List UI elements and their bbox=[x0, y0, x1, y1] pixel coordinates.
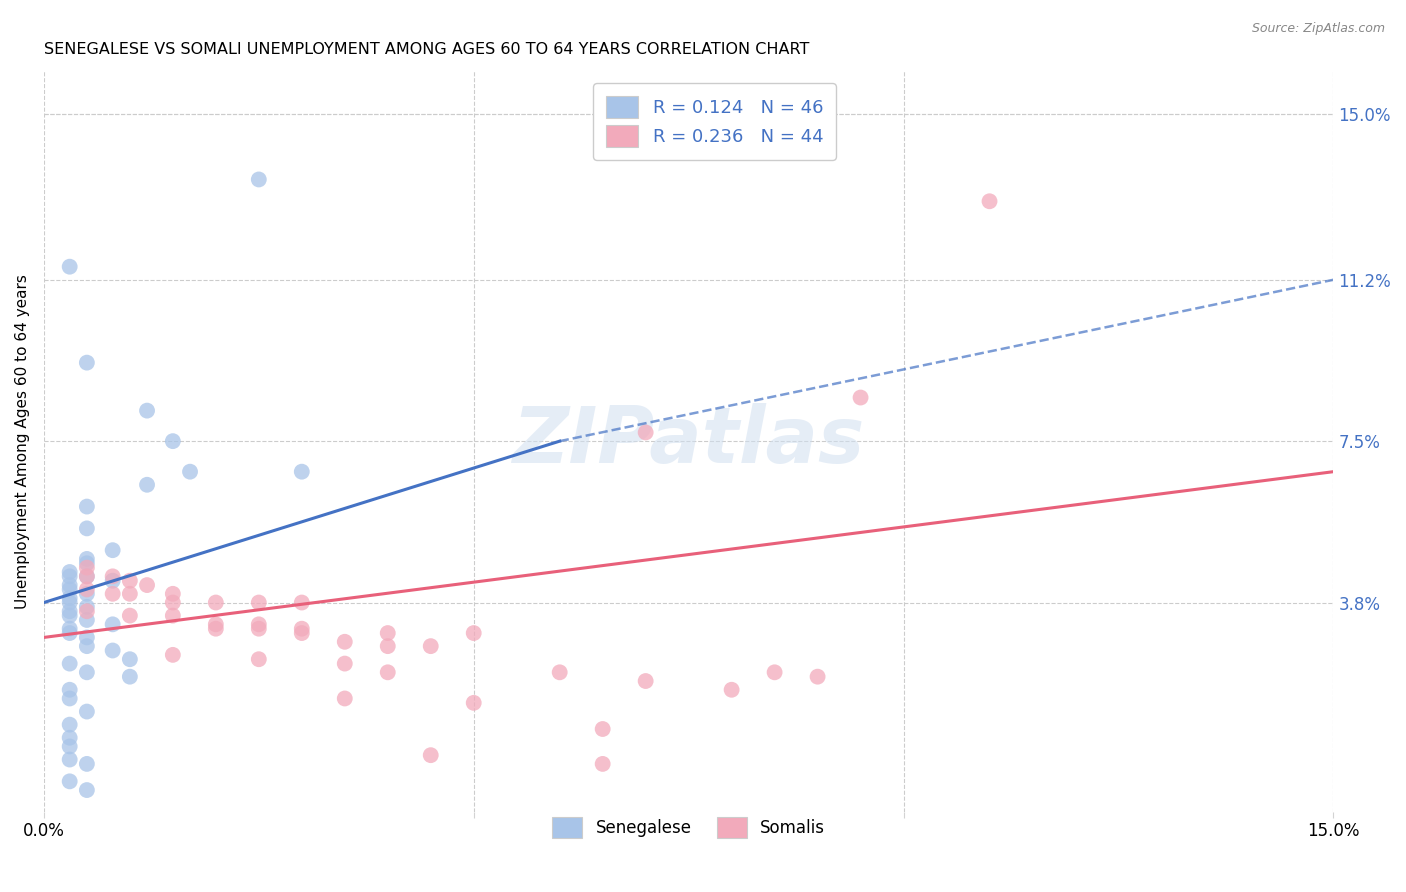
Point bbox=[76, 783, 98, 797]
Point bbox=[101, 643, 124, 657]
Point bbox=[59, 260, 82, 274]
Point bbox=[247, 172, 270, 186]
Point bbox=[76, 705, 98, 719]
Point bbox=[291, 622, 314, 636]
Point bbox=[247, 622, 270, 636]
Point bbox=[76, 665, 98, 680]
Point bbox=[205, 617, 228, 632]
Point bbox=[76, 569, 98, 583]
Point bbox=[76, 500, 98, 514]
Point bbox=[162, 434, 184, 449]
Text: SENEGALESE VS SOMALI UNEMPLOYMENT AMONG AGES 60 TO 64 YEARS CORRELATION CHART: SENEGALESE VS SOMALI UNEMPLOYMENT AMONG … bbox=[44, 42, 810, 57]
Point bbox=[59, 608, 82, 623]
Point bbox=[59, 657, 82, 671]
Point bbox=[247, 652, 270, 666]
Point bbox=[592, 756, 614, 771]
Point bbox=[118, 608, 141, 623]
Point bbox=[76, 613, 98, 627]
Point bbox=[592, 722, 614, 736]
Point bbox=[118, 574, 141, 588]
Point bbox=[101, 569, 124, 583]
Legend: Senegalese, Somalis: Senegalese, Somalis bbox=[546, 811, 831, 845]
Point bbox=[849, 391, 872, 405]
Point bbox=[463, 626, 485, 640]
Point bbox=[118, 587, 141, 601]
Point bbox=[634, 425, 657, 440]
Point bbox=[377, 665, 399, 680]
Point bbox=[979, 194, 1001, 209]
Point bbox=[806, 670, 828, 684]
Point bbox=[205, 622, 228, 636]
Point bbox=[377, 639, 399, 653]
Point bbox=[162, 587, 184, 601]
Point bbox=[720, 682, 742, 697]
Point bbox=[59, 731, 82, 745]
Text: Source: ZipAtlas.com: Source: ZipAtlas.com bbox=[1251, 22, 1385, 36]
Point bbox=[76, 604, 98, 618]
Point bbox=[59, 682, 82, 697]
Point bbox=[291, 465, 314, 479]
Point bbox=[76, 560, 98, 574]
Point bbox=[59, 591, 82, 606]
Point bbox=[247, 617, 270, 632]
Point bbox=[136, 403, 159, 417]
Point bbox=[634, 673, 657, 688]
Point bbox=[76, 582, 98, 597]
Point bbox=[59, 753, 82, 767]
Text: ZIPatlas: ZIPatlas bbox=[513, 403, 865, 479]
Point bbox=[59, 582, 82, 597]
Point bbox=[118, 670, 141, 684]
Point bbox=[101, 617, 124, 632]
Point bbox=[136, 477, 159, 491]
Point bbox=[76, 631, 98, 645]
Point bbox=[76, 556, 98, 570]
Point bbox=[76, 639, 98, 653]
Point bbox=[548, 665, 571, 680]
Point bbox=[377, 626, 399, 640]
Point bbox=[59, 622, 82, 636]
Point bbox=[101, 587, 124, 601]
Point bbox=[76, 552, 98, 566]
Point bbox=[76, 521, 98, 535]
Y-axis label: Unemployment Among Ages 60 to 64 years: Unemployment Among Ages 60 to 64 years bbox=[15, 274, 30, 608]
Point bbox=[333, 657, 356, 671]
Point bbox=[162, 595, 184, 609]
Point bbox=[101, 574, 124, 588]
Point bbox=[333, 634, 356, 648]
Point bbox=[419, 639, 441, 653]
Point bbox=[76, 599, 98, 614]
Point bbox=[59, 604, 82, 618]
Point bbox=[247, 595, 270, 609]
Point bbox=[419, 748, 441, 763]
Point bbox=[179, 465, 201, 479]
Point bbox=[59, 578, 82, 592]
Point bbox=[59, 717, 82, 731]
Point bbox=[162, 608, 184, 623]
Point bbox=[162, 648, 184, 662]
Point bbox=[76, 356, 98, 370]
Point bbox=[101, 543, 124, 558]
Point bbox=[76, 756, 98, 771]
Point bbox=[59, 569, 82, 583]
Point bbox=[463, 696, 485, 710]
Point bbox=[205, 595, 228, 609]
Point bbox=[59, 691, 82, 706]
Point bbox=[59, 595, 82, 609]
Point bbox=[59, 626, 82, 640]
Point bbox=[76, 587, 98, 601]
Point bbox=[333, 691, 356, 706]
Point bbox=[763, 665, 786, 680]
Point bbox=[59, 565, 82, 579]
Point bbox=[59, 739, 82, 754]
Point bbox=[118, 652, 141, 666]
Point bbox=[291, 626, 314, 640]
Point bbox=[291, 595, 314, 609]
Point bbox=[76, 569, 98, 583]
Point bbox=[59, 774, 82, 789]
Point bbox=[136, 578, 159, 592]
